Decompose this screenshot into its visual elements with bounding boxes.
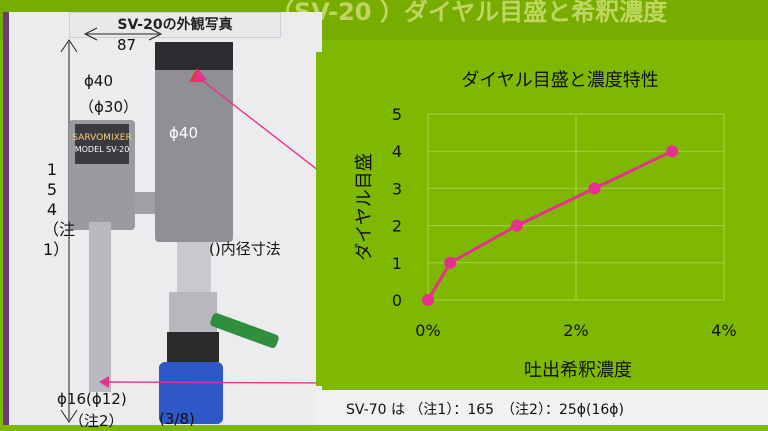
page-title: （SV-20 ）ダイヤル目盛と希釈濃度 — [270, 0, 668, 26]
outer-diameter-label: ϕ40 — [84, 72, 113, 90]
bottom-note-2: （注2） — [69, 412, 124, 430]
product-photo: SV-20の外観写真 SARVOMIXER MODEL SV-20 87 ϕ40… — [3, 12, 322, 430]
arrow-up-icon — [60, 39, 78, 53]
leader-line-outlet — [108, 381, 322, 384]
width-label: 87 — [117, 36, 137, 54]
x-tick-label: 0% — [415, 321, 440, 340]
y-tick-label: 4 — [392, 142, 402, 161]
arrow-left-icon — [83, 27, 98, 41]
leader-arrow-icon — [99, 376, 109, 388]
body-diameter-label: ϕ40 — [169, 124, 198, 142]
model-text: MODEL SV-20 — [75, 145, 130, 154]
union-nut — [167, 332, 219, 362]
data-point — [422, 294, 434, 306]
dial-concentration-chart: ダイヤル目盛と濃度特性 ダイヤル目盛 0 1 2 3 4 5 0% 2% 4% — [354, 70, 737, 340]
lower-pipe — [89, 222, 111, 392]
y-tick-label: 2 — [392, 217, 402, 236]
pipe-size-label: (3/8) — [159, 410, 195, 428]
data-point — [666, 145, 679, 158]
height-label: 154（注1） — [43, 160, 76, 259]
chart-title: ダイヤル目盛と濃度特性 — [461, 70, 658, 91]
y-tick-label: 1 — [392, 254, 402, 273]
y-tick-label: 0 — [392, 291, 402, 310]
footnote-box: SV-70 は （注1）：165 （注2）：25ϕ(16ϕ) — [316, 390, 768, 425]
valve-body — [169, 292, 217, 332]
data-point — [588, 182, 601, 195]
brass-fitting — [177, 242, 211, 292]
leader-dial-arrow-icon — [193, 70, 207, 82]
inner-diameter-label: （ϕ30） — [79, 98, 138, 116]
right-cylinder — [155, 42, 233, 242]
arrow-down-icon — [60, 409, 78, 423]
dial-top — [155, 42, 233, 70]
inner-dimension-note: ()内径寸法 — [209, 240, 281, 258]
data-point — [444, 256, 457, 269]
y-tick-label: 5 — [392, 105, 402, 124]
data-point — [510, 219, 523, 232]
y-tick-label: 3 — [392, 179, 402, 198]
x-tick-label: 4% — [711, 321, 736, 340]
footnote-text: SV-70 は （注1）：165 （注2）：25ϕ(16ϕ) — [346, 402, 624, 418]
valve-lever — [210, 313, 279, 348]
x-tick-label: 2% — [563, 321, 588, 340]
callout-box — [520, 356, 690, 386]
bottom-diameter-label: ϕ16(ϕ12) — [57, 390, 127, 408]
outlet-concentration-label: 吐出希釈濃度 — [524, 360, 632, 381]
brand-text: SARVOMIXER — [72, 133, 131, 143]
blue-hose-fitting — [159, 362, 223, 424]
product-illustration: SARVOMIXER MODEL SV-20 — [60, 27, 322, 424]
mixer-label-plate — [75, 124, 129, 164]
leader-line-dial — [198, 77, 322, 175]
chart-panel: ダイヤル目盛と濃度特性 ダイヤル目盛 0 1 2 3 4 5 0% 2% 4% — [316, 52, 768, 386]
y-axis-label: ダイヤル目盛 — [354, 153, 375, 260]
arrow-right-icon — [148, 27, 163, 41]
